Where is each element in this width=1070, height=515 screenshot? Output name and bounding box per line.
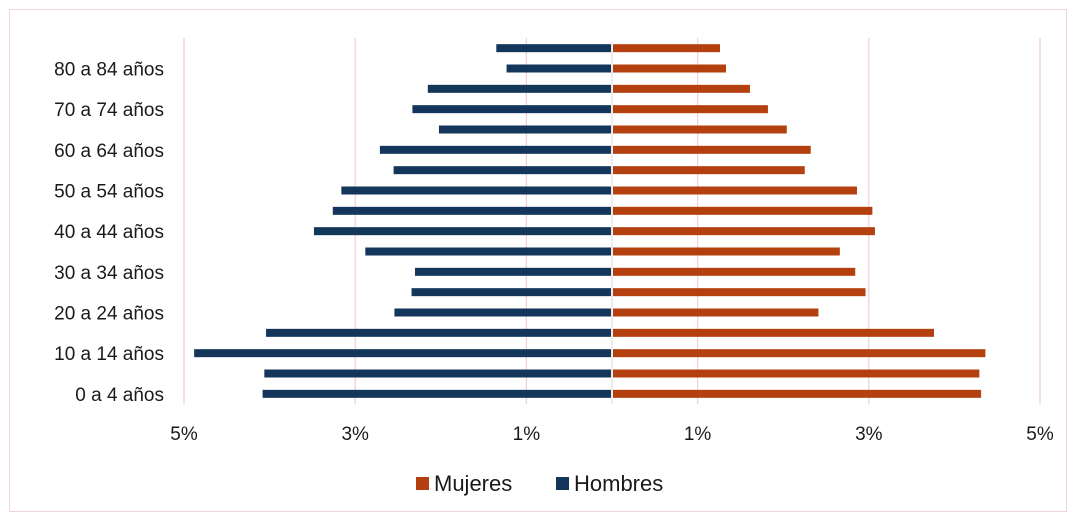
- x-tick-label: 1%: [513, 424, 541, 445]
- bar-hombres: [365, 247, 611, 256]
- legend-label: Mujeres: [434, 471, 512, 496]
- bar-mujeres: [613, 166, 805, 175]
- bar-mujeres: [613, 44, 720, 53]
- bar-hombres: [379, 145, 611, 154]
- bar-hombres: [332, 206, 611, 215]
- category-label: 40 a 44 años: [54, 222, 164, 243]
- legend-swatch: [556, 477, 569, 490]
- bar-mujeres: [613, 84, 750, 93]
- bar-hombres: [496, 44, 611, 53]
- x-tick-label: 3%: [341, 424, 369, 445]
- bar-mujeres: [613, 308, 819, 317]
- category-label: 20 a 24 años: [54, 304, 164, 325]
- bar-hombres: [262, 389, 611, 398]
- bar-mujeres: [613, 247, 840, 256]
- bar-hombres: [264, 369, 611, 378]
- legend-swatch: [416, 477, 429, 490]
- bar-mujeres: [613, 389, 982, 398]
- bar-mujeres: [613, 125, 787, 134]
- bar-mujeres: [613, 227, 875, 236]
- legend-label: Hombres: [574, 471, 663, 496]
- bar-hombres: [341, 186, 611, 195]
- x-tick-label: 5%: [1026, 424, 1054, 445]
- bar-mujeres: [613, 328, 934, 337]
- bar-hombres: [427, 84, 611, 93]
- bar-mujeres: [613, 64, 726, 73]
- bar-hombres: [393, 166, 611, 175]
- category-label: 80 a 84 años: [54, 60, 164, 81]
- bar-hombres: [506, 64, 611, 73]
- category-label: 30 a 34 años: [54, 263, 164, 284]
- bar-mujeres: [613, 145, 811, 154]
- bar-hombres: [266, 328, 611, 337]
- x-tick-label: 3%: [855, 424, 883, 445]
- bar-hombres: [412, 105, 611, 114]
- bar-mujeres: [613, 369, 980, 378]
- bar-hombres: [414, 267, 611, 276]
- bar-hombres: [411, 288, 611, 297]
- category-label: 10 a 14 años: [54, 344, 164, 365]
- category-label: 0 a 4 años: [75, 385, 164, 406]
- x-tick-label: 5%: [170, 424, 198, 445]
- bar-hombres: [313, 227, 611, 236]
- bar-mujeres: [613, 349, 986, 358]
- bar-mujeres: [613, 186, 857, 195]
- bar-mujeres: [613, 206, 873, 215]
- category-label: 50 a 54 años: [54, 182, 164, 203]
- x-tick-label: 1%: [684, 424, 712, 445]
- bar-hombres: [394, 308, 611, 317]
- category-label: 70 a 74 años: [54, 100, 164, 121]
- bar-hombres: [194, 349, 612, 358]
- category-label: 60 a 64 años: [54, 141, 164, 162]
- bar-mujeres: [613, 267, 856, 276]
- bar-mujeres: [613, 288, 866, 297]
- bar-hombres: [438, 125, 611, 134]
- bar-mujeres: [613, 105, 768, 114]
